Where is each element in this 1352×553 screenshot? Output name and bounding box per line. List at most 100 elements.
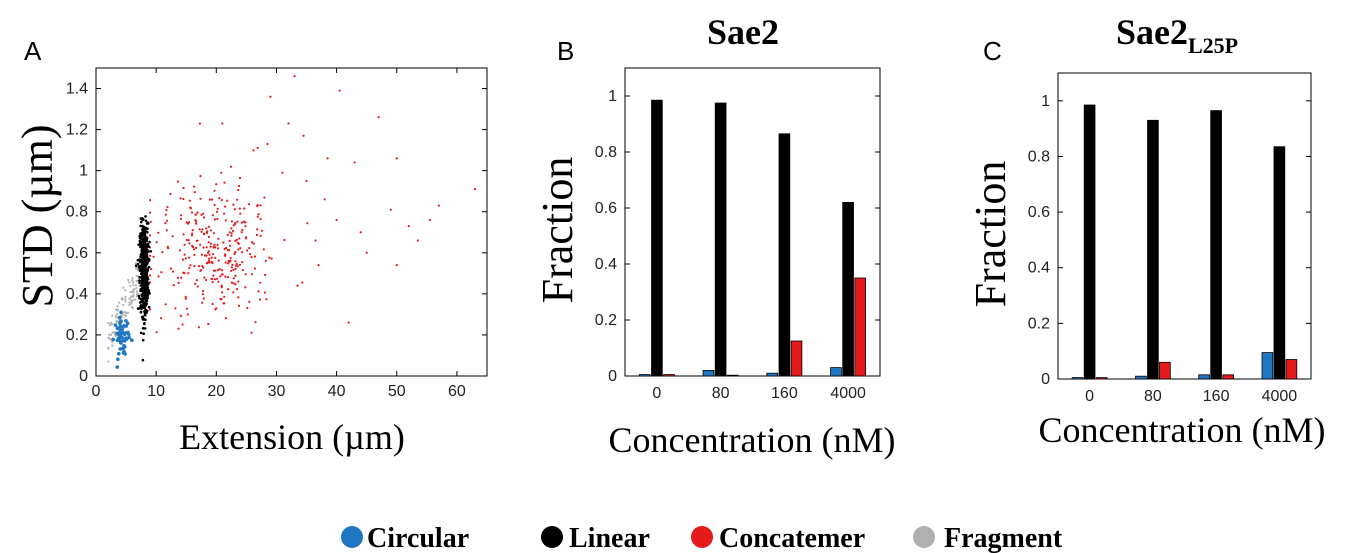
point-fragment (124, 312, 128, 315)
point-concatemer (193, 191, 196, 194)
point-fragment (129, 285, 132, 288)
point-concatemer (287, 122, 290, 125)
point-concatemer (232, 203, 235, 206)
point-concatemer (166, 219, 169, 222)
b-bar-linear-80 (714, 102, 727, 377)
point-concatemer (249, 253, 252, 256)
point-concatemer (215, 210, 219, 213)
c-ytick-label: 0.6 (1028, 204, 1050, 221)
c-bar-linear-0 (1083, 104, 1096, 380)
point-concatemer (212, 232, 215, 235)
point-linear (145, 278, 148, 282)
point-concatemer (188, 221, 191, 224)
point-fragment (131, 277, 134, 280)
point-concatemer (223, 302, 226, 305)
point-linear (141, 299, 144, 303)
point-circular (126, 332, 131, 337)
point-concatemer (199, 269, 202, 272)
point-linear (138, 279, 141, 282)
c-bar-concatemer-160 (1222, 374, 1235, 380)
legend-swatch-concatemer (691, 526, 713, 548)
x-axis-label-b: Concentration (nM) (609, 420, 896, 460)
point-linear (142, 274, 145, 278)
point-linear (138, 281, 141, 285)
point-linear (142, 294, 146, 297)
point-concatemer (234, 251, 237, 254)
point-concatemer (223, 212, 226, 215)
point-fragment (132, 290, 135, 293)
point-concatemer (238, 237, 241, 240)
point-fragment (134, 284, 138, 287)
point-concatemer (150, 268, 153, 271)
point-linear (136, 259, 140, 262)
point-concatemer (241, 261, 244, 264)
point-concatemer (232, 291, 235, 294)
point-fragment (135, 274, 138, 277)
point-concatemer (179, 314, 182, 317)
point-concatemer (335, 218, 338, 222)
point-concatemer (244, 273, 247, 276)
point-concatemer (428, 218, 431, 222)
point-concatemer (218, 196, 221, 200)
point-concatemer (208, 257, 211, 260)
point-concatemer (236, 288, 239, 291)
point-concatemer (241, 269, 244, 272)
point-concatemer (254, 321, 257, 324)
point-concatemer (221, 273, 224, 276)
point-concatemer (201, 228, 204, 231)
point-concatemer (223, 181, 226, 184)
point-concatemer (239, 247, 242, 250)
point-fragment (111, 314, 114, 317)
point-concatemer (228, 231, 231, 234)
point-concatemer (238, 184, 241, 188)
point-linear (142, 291, 146, 295)
point-concatemer (199, 175, 202, 178)
point-linear (144, 215, 147, 218)
point-fragment (124, 300, 127, 303)
panel-title-b: Sae2 (707, 12, 779, 52)
point-circular (118, 321, 122, 325)
point-concatemer (235, 262, 238, 266)
b-bar-concatemer-80 (726, 374, 739, 377)
point-concatemer (246, 306, 249, 310)
point-concatemer (236, 198, 239, 201)
point-concatemer (224, 317, 227, 320)
point-concatemer (152, 255, 155, 258)
point-concatemer (220, 171, 223, 174)
b-xtick-label: 0 (652, 385, 661, 402)
point-concatemer (259, 217, 262, 221)
point-concatemer (149, 199, 152, 202)
point-linear (143, 280, 146, 284)
point-fragment (127, 278, 130, 282)
point-fragment (121, 298, 124, 301)
point-concatemer (171, 270, 175, 273)
point-fragment (136, 290, 139, 293)
plot-frame-b (624, 67, 881, 377)
point-linear (147, 245, 151, 248)
point-linear (139, 311, 143, 314)
point-concatemer (236, 220, 239, 223)
legend: Circular Linear Concatemer Fragment (341, 523, 1063, 553)
point-circular (124, 337, 129, 341)
point-concatemer (188, 242, 191, 245)
point-concatemer (211, 281, 214, 284)
point-linear (140, 315, 144, 319)
b-ytick-label: 0.4 (595, 256, 617, 273)
point-concatemer (283, 238, 286, 242)
point-fragment (116, 305, 119, 308)
point-concatemer (238, 207, 241, 210)
point-linear (143, 321, 146, 325)
point-fragment (124, 298, 127, 301)
point-concatemer (207, 235, 210, 238)
point-concatemer (232, 268, 235, 271)
point-fragment (128, 303, 131, 306)
point-concatemer (149, 234, 152, 237)
point-concatemer (185, 238, 188, 242)
point-concatemer (166, 205, 169, 209)
ticks-a: 0 0.2 0.4 0.6 0.8 1 1.2 1.4 0 10 20 30 40 50 60 (66, 68, 487, 400)
point-concatemer (237, 296, 240, 299)
point-concatemer (224, 275, 227, 278)
point-fragment (113, 331, 116, 334)
point-fragment (108, 333, 111, 336)
point-concatemer (240, 221, 243, 224)
